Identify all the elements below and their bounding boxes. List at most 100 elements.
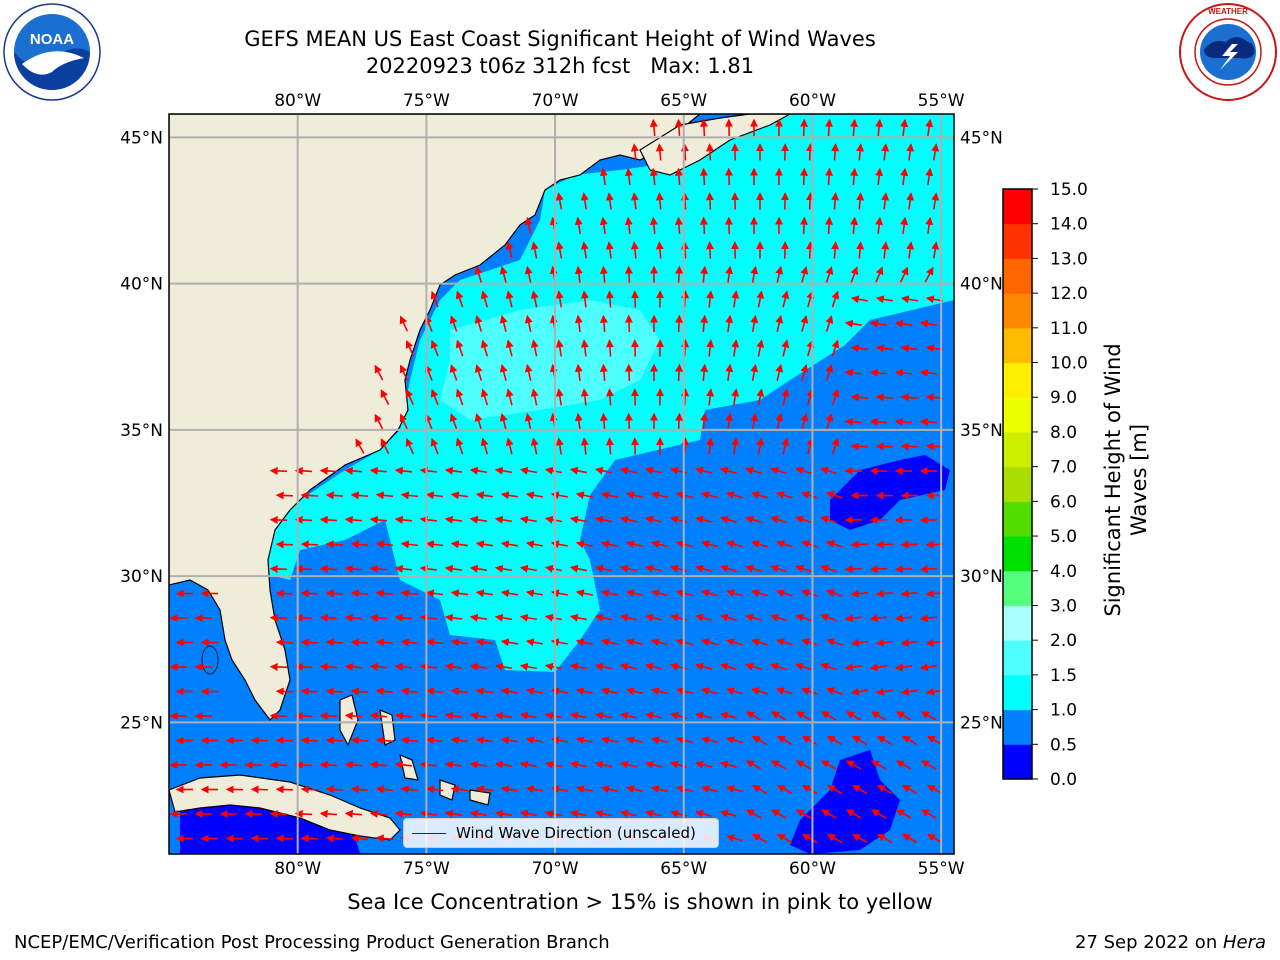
wave-arrow (624, 216, 633, 235)
wave-arrow (920, 760, 937, 770)
wave-arrow (850, 167, 859, 186)
wave-arrow (619, 809, 637, 818)
wave-arrow (525, 785, 544, 794)
map-gridlines (169, 114, 954, 854)
wave-arrow (505, 290, 514, 308)
wave-arrow (430, 437, 439, 455)
wave-arrow (801, 540, 818, 548)
wave-arrow (850, 266, 859, 283)
wave-arrow (344, 515, 363, 524)
wave-arrow (806, 241, 815, 259)
wave-arrow (900, 295, 919, 304)
wave-arrow (831, 143, 840, 161)
wave-arrow (449, 315, 458, 332)
wave-arrow (644, 662, 662, 671)
legend-line-icon (412, 832, 446, 834)
wave-arrow (869, 319, 888, 328)
wave-arrow (444, 564, 463, 573)
wave-arrow (826, 491, 843, 499)
wave-arrow (870, 711, 887, 721)
wave-arrow (494, 515, 513, 524)
wave-arrow (494, 662, 513, 671)
wave-arrow (650, 491, 668, 500)
wave-arrow (720, 711, 737, 720)
wave-arrow (694, 515, 712, 524)
wave-arrow (619, 711, 637, 720)
wave-arrow (844, 565, 863, 574)
wave-arrow (745, 466, 762, 475)
wave-arrow (806, 143, 815, 161)
wave-arrow (425, 785, 444, 794)
wave-arrow (300, 491, 319, 500)
wave-arrow (505, 437, 514, 455)
title-line-2: 20220923 t06z 312h fcst Max: 1.81 (365, 54, 755, 78)
wave-arrow (869, 368, 888, 377)
wave-arrow (630, 241, 639, 259)
wave-arrow (525, 736, 544, 745)
wave-arrow (725, 363, 734, 382)
wave-arrow (455, 437, 464, 455)
wave-arrow (675, 736, 693, 745)
wave-arrow (649, 216, 658, 235)
lon-label-top: 80°W (274, 91, 321, 111)
wave-arrow (530, 388, 539, 406)
wave-arrow (580, 241, 589, 259)
wave-arrow (901, 784, 918, 795)
wave-arrow (499, 363, 508, 381)
wave-arrow (674, 118, 683, 137)
wave-arrow (505, 339, 514, 357)
wave-arrow (575, 687, 593, 696)
wave-arrow (926, 833, 943, 844)
wave-arrow (525, 491, 544, 500)
lon-label-top: 75°W (403, 91, 450, 111)
colorbar-title: Significant Height of Wind Waves [m] (1096, 290, 1156, 670)
wave-arrow (250, 834, 269, 843)
map-area[interactable] (169, 114, 954, 854)
wave-arrow (644, 466, 662, 475)
wave-arrow (580, 290, 589, 308)
colorbar-segment (1003, 570, 1032, 606)
wave-arrow (555, 241, 564, 259)
wave-arrow (344, 760, 363, 769)
wave-arrow (419, 515, 438, 524)
wave-arrow (300, 687, 319, 696)
wave-arrow (720, 466, 737, 475)
wave-arrow (575, 638, 593, 647)
wave-arrow (750, 363, 759, 382)
lon-label-top: 65°W (660, 91, 707, 111)
wave-arrow (751, 687, 768, 695)
wave-arrow (674, 167, 683, 186)
wave-arrow (801, 589, 818, 597)
wave-arrow (599, 216, 608, 235)
wave-arrow (850, 638, 869, 647)
wave-arrow (269, 662, 288, 671)
wave-arrow (750, 412, 759, 431)
wave-arrow (705, 241, 714, 259)
wave-arrow (900, 638, 919, 647)
wave-arrow (375, 785, 394, 794)
lon-label-bottom: 60°W (789, 859, 836, 879)
wave-arrow (405, 437, 414, 455)
wave-arrow (644, 515, 662, 524)
wave-arrow (544, 760, 563, 769)
wave-arrow (544, 809, 563, 818)
wave-arrow (644, 711, 662, 720)
wave-arrow (394, 809, 413, 818)
wave-arrow (644, 564, 662, 573)
wave-arrow (674, 216, 683, 235)
wave-arrow (394, 662, 413, 671)
wave-arrow (499, 265, 508, 283)
wave-arrow (250, 736, 269, 745)
wave-arrow (525, 540, 544, 549)
wave-arrow (369, 466, 388, 475)
lat-label-left: 35°N (120, 421, 163, 441)
chart-title: GEFS MEAN US East Coast Significant Heig… (160, 26, 960, 80)
wave-arrow (869, 663, 888, 672)
wave-arrow (776, 540, 793, 548)
map-frame (168, 113, 955, 855)
colorbar-tick-label: 4.0 (1050, 562, 1077, 582)
wave-arrow (845, 760, 862, 770)
wave-arrow (569, 760, 588, 769)
colorbar-tick-label: 9.0 (1050, 388, 1077, 408)
wave-arrow (480, 437, 489, 455)
